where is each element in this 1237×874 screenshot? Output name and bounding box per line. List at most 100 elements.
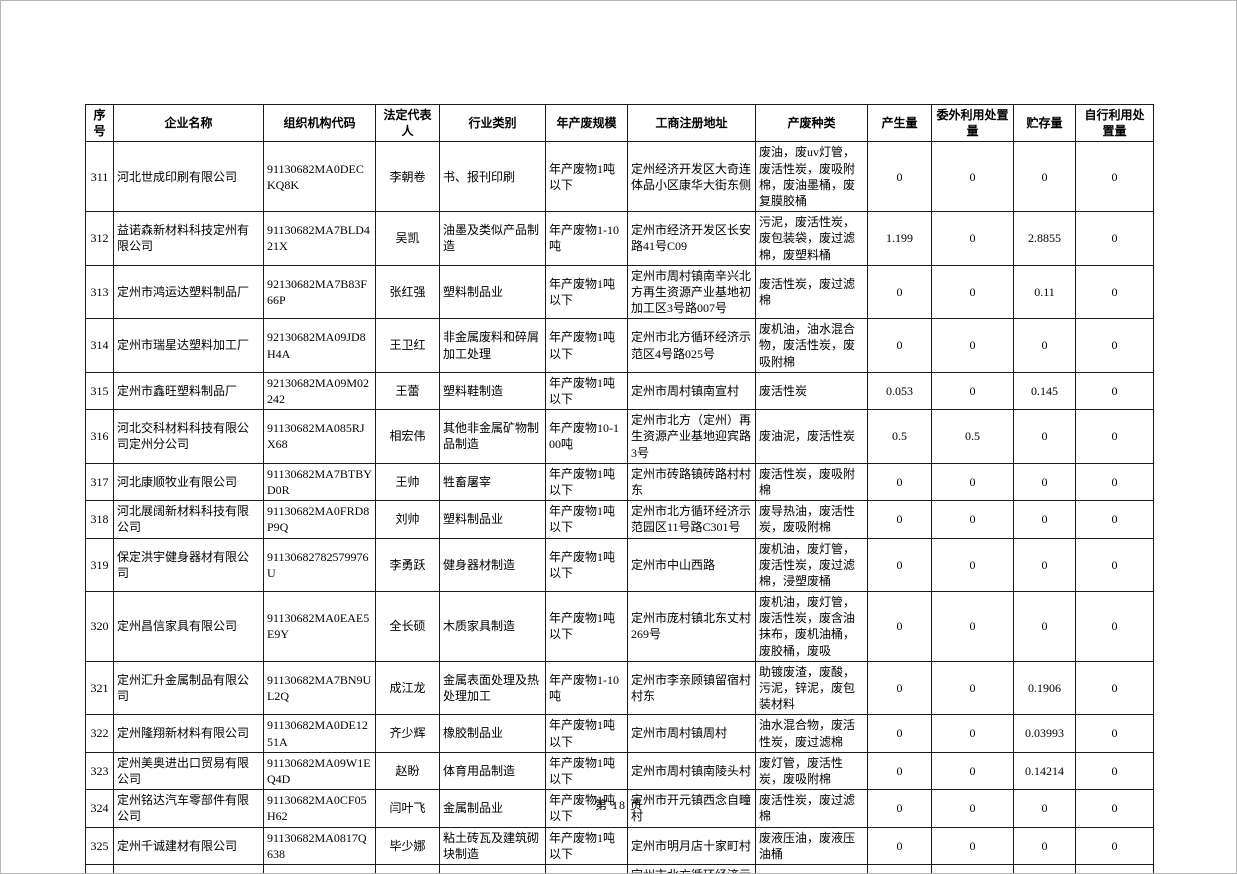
cell-self-disposal-amount: 0 — [1075, 211, 1154, 266]
cell-output-amount: 0 — [867, 462, 932, 502]
cell-waste-types: 废机油，废灯管，废活性炭，废含油抹布，废机油桶，废胶桶，废吸 — [755, 591, 868, 662]
cell-waste-types: 废灯管，废活性炭，废吸附棉 — [755, 751, 868, 791]
cell-org-code: 91130682MA0DE1251A — [263, 714, 376, 753]
cell-legal-rep: 王卫红 — [375, 318, 440, 373]
table-row: 324 定州铭达汽车零部件有限公司 91130682MA0CF05H62 闫叶飞… — [85, 789, 1154, 828]
cell-waste-types: 废活性炭，废吸附棉 — [755, 462, 868, 502]
cell-waste-types: 废矿物油，油水混合物，废活性炭，废吸附棉 — [755, 863, 868, 873]
cell-index: 316 — [85, 409, 114, 464]
cell-org-code: 91130682MA085RJX68 — [263, 409, 376, 464]
cell-output-amount: 0 — [867, 863, 932, 873]
cell-industry: 非金属废料和碎屑加工处理 — [439, 318, 546, 373]
cell-output-amount: 0 — [867, 660, 932, 716]
cell-storage-amount: 0 — [1013, 500, 1076, 539]
cell-legal-rep: 全长硕 — [375, 591, 440, 662]
cell-waste-scale: 年产废物1吨以下 — [545, 371, 628, 411]
cell-company-name: 河北康顺牧业有限公司 — [113, 462, 264, 502]
cell-outsourced-amount: 0 — [931, 751, 1014, 791]
cell-industry: 金属制品业 — [439, 789, 546, 828]
cell-self-disposal-amount: 0 — [1075, 591, 1154, 662]
cell-outsourced-amount: 0 — [931, 141, 1014, 213]
cell-output-amount: 0 — [867, 826, 932, 865]
cell-legal-rep: 王佳琪 — [375, 863, 440, 873]
cell-output-amount: 0 — [867, 751, 932, 791]
cell-org-code: 91130682782579976U — [263, 537, 376, 593]
cell-address: 定州市砖路镇砖路村村东 — [627, 462, 756, 502]
cell-org-code: 91130682MA0DECKQ8K — [263, 141, 376, 213]
cell-company-name: 定州千诚建材有限公司 — [113, 826, 264, 865]
cell-storage-amount: 0 — [1013, 462, 1076, 502]
cell-self-disposal-amount: 0 — [1075, 409, 1154, 464]
cell-company-name: 保定洪宇健身器材有限公司 — [113, 537, 264, 593]
cell-output-amount: 0 — [867, 591, 932, 662]
cell-waste-types: 废油泥，废活性炭 — [755, 409, 868, 464]
column-header-address: 工商注册地址 — [627, 103, 756, 143]
cell-outsourced-amount: 0 — [931, 826, 1014, 865]
cell-waste-scale: 年产废物1-10吨 — [545, 660, 628, 716]
column-header-org-code: 组织机构代码 — [263, 103, 376, 143]
cell-legal-rep: 王帅 — [375, 462, 440, 502]
page-number: 第 18 页 — [594, 798, 643, 812]
table-row: 311 河北世成印刷有限公司 91130682MA0DECKQ8K 李朝卷 书、… — [85, 141, 1154, 213]
cell-self-disposal-amount: 0 — [1075, 371, 1154, 411]
cell-industry: 体育用品制造 — [439, 751, 546, 791]
cell-address: 定州经济开发区大奇连体品小区康华大街东侧 — [627, 141, 756, 213]
column-header-legal-rep: 法定代表人 — [375, 103, 440, 143]
column-header-industry: 行业类别 — [439, 103, 546, 143]
cell-storage-amount: 0.1906 — [1013, 660, 1076, 716]
cell-waste-types: 废液压油，废液压油桶 — [755, 826, 868, 865]
cell-org-code: 91130682MA7BTBYD0R — [263, 462, 376, 502]
cell-outsourced-amount: 0 — [931, 264, 1014, 320]
table-row: 322 定州隆翔新材料有限公司 91130682MA0DE1251A 齐少辉 橡… — [85, 714, 1154, 753]
cell-waste-types: 废活性炭 — [755, 371, 868, 411]
column-header-outsourced-amount: 委外利用处置量 — [931, 103, 1014, 143]
cell-org-code: 91130682MA09W1EQ4D — [263, 751, 376, 791]
cell-self-disposal-amount: 0 — [1075, 141, 1154, 213]
cell-address: 定州市周村镇周村 — [627, 714, 756, 753]
cell-storage-amount: 0.03993 — [1013, 714, 1076, 753]
cell-index: 320 — [85, 591, 114, 662]
cell-org-code: 92130682MA7B83F66P — [263, 264, 376, 320]
cell-org-code: 91130682MA7BN9UL2Q — [263, 660, 376, 716]
cell-industry: 书、报刊印刷 — [439, 141, 546, 213]
cell-waste-scale: 年产废物1吨以下 — [545, 751, 628, 791]
cell-waste-scale: 年产废物1吨以下 — [545, 591, 628, 662]
cell-self-disposal-amount: 0 — [1075, 264, 1154, 320]
cell-storage-amount: 0 — [1013, 318, 1076, 373]
cell-address: 定州市周村镇南辛兴北方再生资源产业基地初加工区3号路007号 — [627, 264, 756, 320]
cell-index: 321 — [85, 660, 114, 716]
cell-storage-amount: 0 — [1013, 863, 1076, 873]
cell-legal-rep: 毕少娜 — [375, 826, 440, 865]
cell-company-name: 定州铭达汽车零部件有限公司 — [113, 789, 264, 828]
cell-address: 定州市经济开发区长安路41号C09 — [627, 211, 756, 266]
cell-index: 312 — [85, 211, 114, 266]
cell-self-disposal-amount: 0 — [1075, 751, 1154, 791]
table-row: 325 定州千诚建材有限公司 91130682MA0817Q638 毕少娜 粘土… — [85, 826, 1154, 865]
cell-index: 315 — [85, 371, 114, 411]
cell-address: 定州市庞村镇北东丈村269号 — [627, 591, 756, 662]
cell-legal-rep: 李勇跃 — [375, 537, 440, 593]
cell-org-code: 91130682MA0817Q638 — [263, 826, 376, 865]
cell-waste-types: 污泥，废活性炭，废包装袋，废过滤棉，废塑料桶 — [755, 211, 868, 266]
cell-index: 326 — [85, 863, 114, 873]
cell-company-name: 定州市鸿运达塑料制品厂 — [113, 264, 264, 320]
cell-industry: 木质家具制造 — [439, 591, 546, 662]
cell-company-name: 定州市博翔汇达塑胶制品有限公司 — [113, 863, 264, 873]
cell-output-amount: 0 — [867, 714, 932, 753]
cell-industry: 牲畜屠宰 — [439, 462, 546, 502]
table-row: 314 定州市瑞星达塑料加工厂 92130682MA09JD8H4A 王卫红 非… — [85, 318, 1154, 373]
cell-company-name: 定州昌信家具有限公司 — [113, 591, 264, 662]
column-header-index: 序号 — [85, 103, 114, 143]
cell-address: 定州市周村镇南宣村 — [627, 371, 756, 411]
cell-industry: 塑料制品业 — [439, 264, 546, 320]
cell-org-code: 91130682MA0CF05H62 — [263, 789, 376, 828]
cell-index: 317 — [85, 462, 114, 502]
cell-industry: 塑料制品业 — [439, 500, 546, 539]
cell-output-amount: 0 — [867, 141, 932, 213]
cell-storage-amount: 0.11 — [1013, 264, 1076, 320]
cell-outsourced-amount: 0 — [931, 591, 1014, 662]
cell-storage-amount: 0.145 — [1013, 371, 1076, 411]
cell-address: 定州市李亲顾镇留宿村村东 — [627, 660, 756, 716]
cell-outsourced-amount: 0 — [931, 371, 1014, 411]
